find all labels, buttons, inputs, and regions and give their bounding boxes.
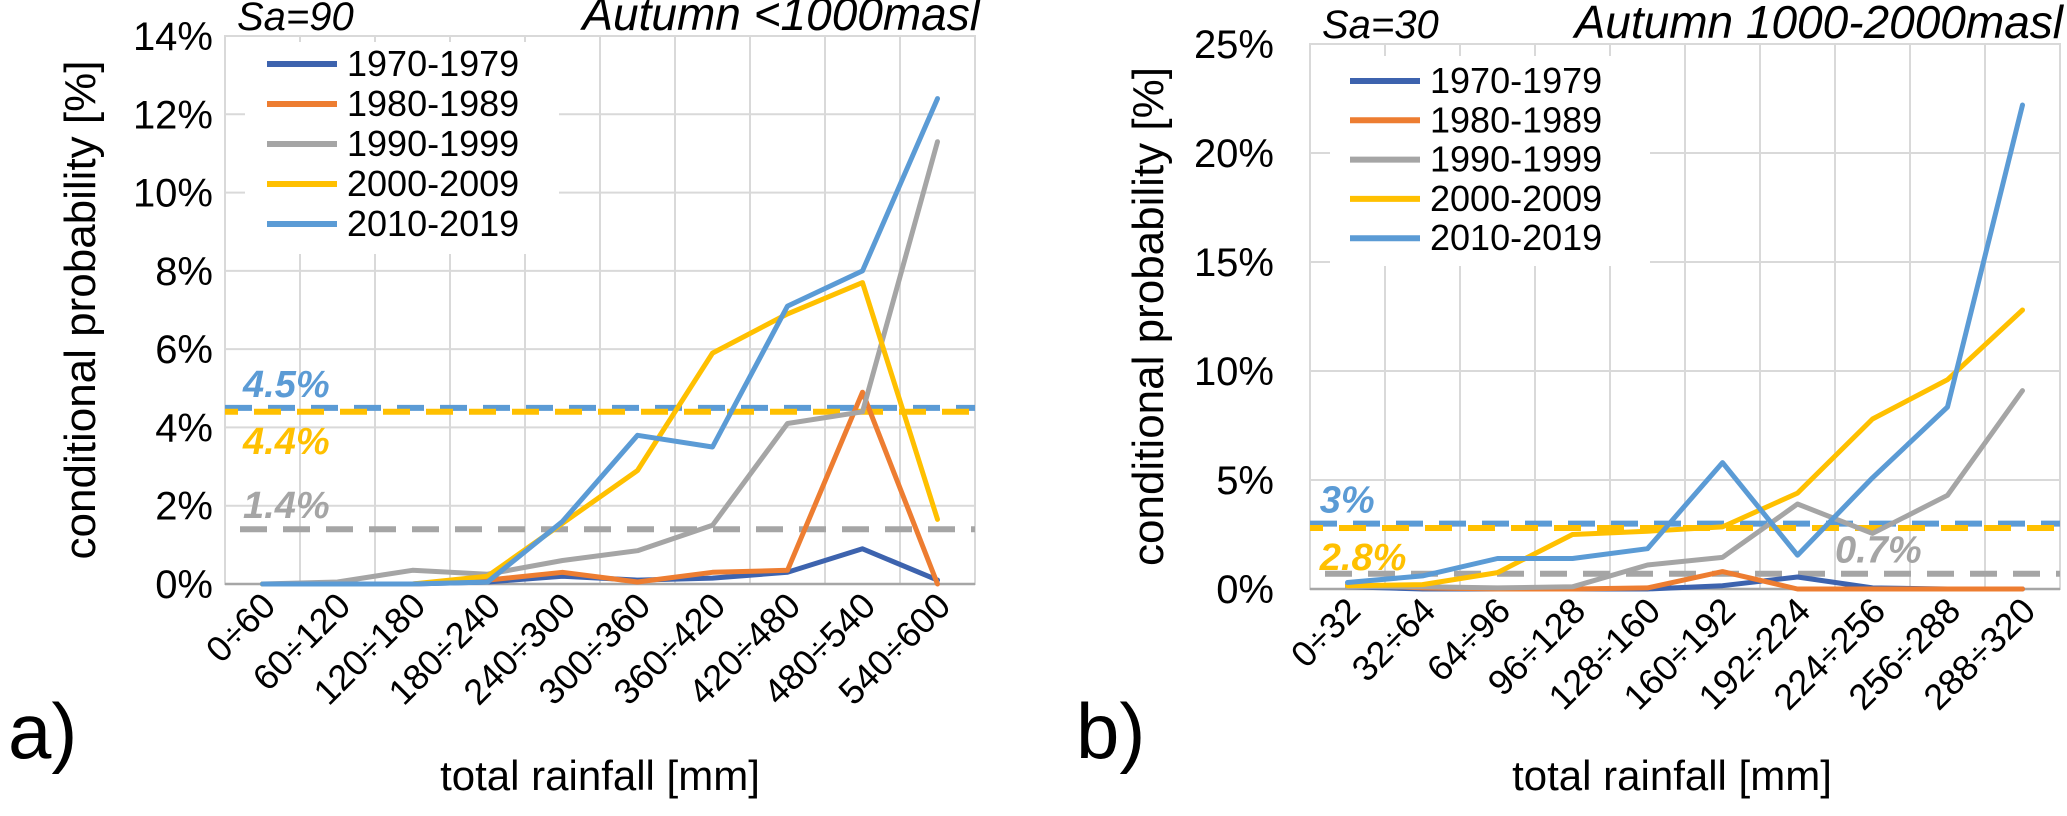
chart-panel: 1970-19791980-19891990-19992000-20092010… xyxy=(56,0,982,799)
series-line-2010-2019 xyxy=(260,96,940,587)
ref-line-label: 0.7% xyxy=(1835,530,1922,572)
y-tick-label: 0% xyxy=(1216,568,1274,612)
y-tick-label: 6% xyxy=(155,328,213,372)
x-axis-title: total rainfall [mm] xyxy=(440,752,760,799)
legend-label: 1990-1999 xyxy=(347,123,519,164)
chart-panel: 1970-19791980-19891990-19992000-20092010… xyxy=(1124,0,2065,799)
y-tick-label: 20% xyxy=(1194,132,1274,176)
y-tick-label: 10% xyxy=(1194,350,1274,394)
panel-title: Autumn 1000-2000masl xyxy=(1572,0,2065,48)
legend-item: 1990-1999 xyxy=(267,123,519,164)
legend: 1970-19791980-19891990-19992000-20092010… xyxy=(245,42,559,254)
y-tick-label: 10% xyxy=(133,172,213,216)
series-line-1990-1999 xyxy=(1345,388,2025,591)
legend-item: 1970-1979 xyxy=(1350,60,1602,101)
legend-background xyxy=(245,42,559,254)
legend-item: 2000-2009 xyxy=(267,163,519,204)
legend-item: 2010-2019 xyxy=(1350,217,1602,258)
legend: 1970-19791980-19891990-19992000-20092010… xyxy=(1330,56,1650,266)
legend-label: 2000-2009 xyxy=(1430,178,1602,219)
legend-label: 2010-2019 xyxy=(1430,217,1602,258)
series-line-1990-1999 xyxy=(260,139,940,587)
panel-title: Autumn <1000masl xyxy=(579,0,981,40)
legend-label: 1970-1979 xyxy=(1430,60,1602,101)
y-axis-title: conditional probability [%] xyxy=(1124,67,1173,566)
ref-line-label: 4.4% xyxy=(242,421,330,463)
sa-annotation: Sa=90 xyxy=(237,0,354,39)
x-axis-title: total rainfall [mm] xyxy=(1512,752,1832,799)
y-tick-label: 4% xyxy=(155,406,213,450)
ref-line-label: 3% xyxy=(1320,480,1375,522)
legend-label: 1970-1979 xyxy=(347,43,519,84)
legend-label: 2010-2019 xyxy=(347,203,519,244)
sa-annotation: Sa=30 xyxy=(1322,3,1439,47)
legend-item: 1980-1989 xyxy=(1350,99,1602,140)
y-tick-label: 8% xyxy=(155,250,213,294)
legend-label: 1990-1999 xyxy=(1430,139,1602,180)
legend-label: 1980-1989 xyxy=(1430,99,1602,140)
y-tick-label: 25% xyxy=(1194,23,1274,67)
series-line-2000-2009 xyxy=(1345,307,2025,589)
legend-item: 1980-1989 xyxy=(267,83,519,124)
y-tick-label: 12% xyxy=(133,93,213,137)
series-line-2010-2019 xyxy=(1345,102,2025,585)
y-axis-title: conditional probability [%] xyxy=(56,61,105,560)
y-tick-label: 2% xyxy=(155,485,213,529)
x-tick-label: 32÷64 xyxy=(1344,590,1444,690)
legend-item: 2010-2019 xyxy=(267,203,519,244)
y-tick-label: 14% xyxy=(133,15,213,59)
ref-line-label: 4.5% xyxy=(242,364,330,406)
y-tick-label: 0% xyxy=(155,563,213,607)
legend-item: 1970-1979 xyxy=(267,43,519,84)
legend-item: 1990-1999 xyxy=(1350,139,1602,180)
panel-label-a: a) xyxy=(8,687,78,775)
ref-line-label: 2.8% xyxy=(1319,537,1407,579)
legend-item: 2000-2009 xyxy=(1350,178,1602,219)
y-tick-label: 15% xyxy=(1194,241,1274,285)
legend-label: 1980-1989 xyxy=(347,83,519,124)
panel-label-b: b) xyxy=(1076,687,1146,775)
y-tick-label: 5% xyxy=(1216,459,1274,503)
legend-label: 2000-2009 xyxy=(347,163,519,204)
ref-line-label: 1.4% xyxy=(243,485,330,527)
